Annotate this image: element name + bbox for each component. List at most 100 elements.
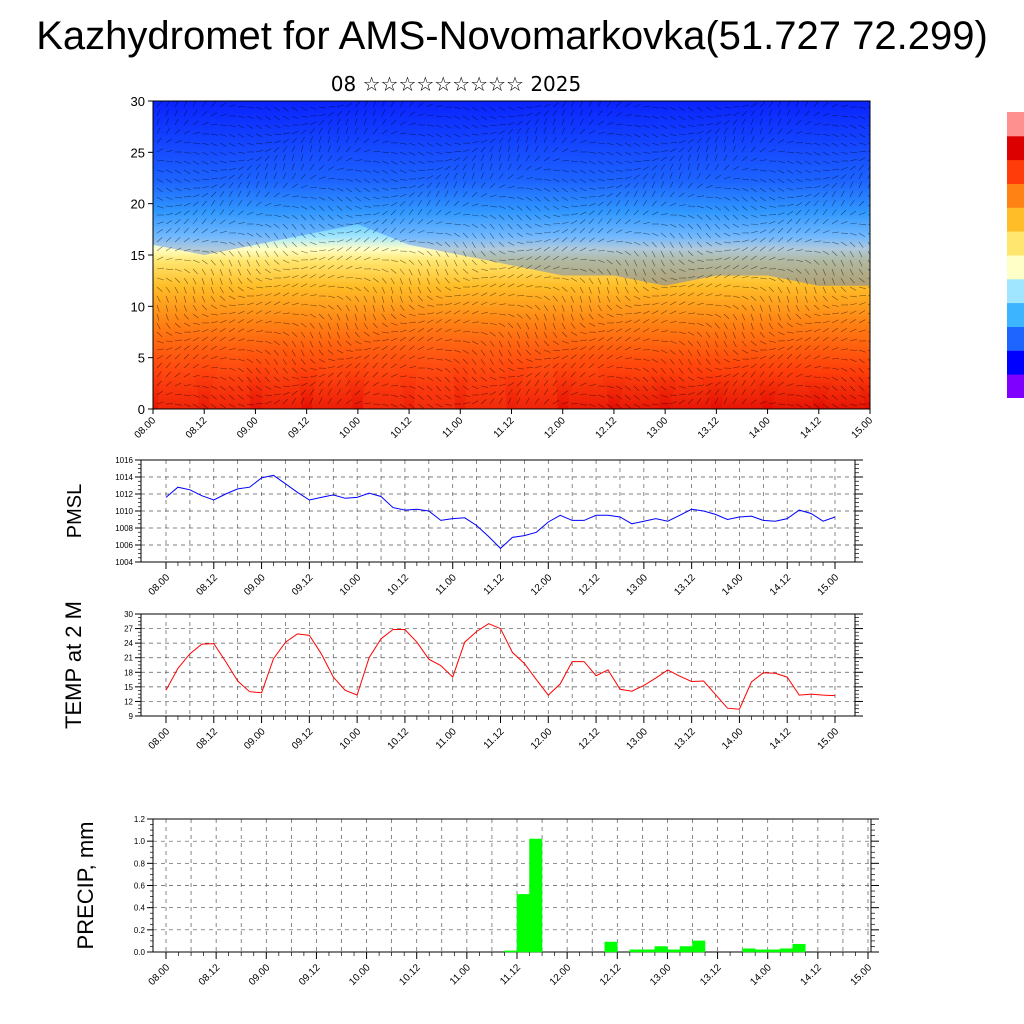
wind-barb [759,178,767,183]
wind-barb [831,142,839,147]
wind-barb [597,131,605,135]
wind-barb [228,385,235,392]
wind-barb [372,196,380,200]
wind-barb [246,241,252,248]
wind-barb [777,354,784,360]
wind-barb [282,322,290,325]
wind-barb [795,304,800,312]
wind-barb [156,380,162,387]
wind-barb [714,164,720,171]
wind-barb [354,187,361,193]
wind-barb [723,232,731,237]
wind-barb [588,169,596,174]
wind-barb [291,302,299,306]
wind-barb [264,223,272,228]
wind-barb [642,303,650,306]
wind-barb [543,223,551,226]
wind-barb [453,394,461,399]
wind-barb [651,200,657,207]
wind-barb [192,330,200,333]
wind-barb [597,160,605,165]
wind-barb [534,223,542,228]
wind-barb [588,109,593,117]
wind-barb [291,358,297,365]
wind-barb [669,223,677,228]
x-tick-label: 14.12 [799,962,825,988]
wind-barb [354,118,358,126]
wind-barb [687,367,693,374]
wind-barb [678,223,685,229]
wind-barb [255,201,262,207]
wind-barb [291,130,299,135]
wind-barb [399,201,406,207]
wind-barb [291,367,298,373]
wind-barb [408,240,416,243]
x-tick-label: 10.12 [386,572,412,598]
wind-barb [444,142,452,146]
wind-barb [480,340,487,346]
wind-barb [759,277,767,280]
series-line [165,623,836,710]
wind-barb [480,154,485,162]
wind-barb [768,371,774,378]
wind-barb [768,362,774,369]
wind-barb [516,322,522,329]
wind-barb [858,286,866,290]
wind-barb [840,295,848,299]
wind-barb [282,193,290,198]
x-tick-label: 08.12 [184,415,210,441]
wind-barb [525,165,532,171]
wind-barb [408,228,416,234]
wind-barb [741,364,749,369]
wind-barb [309,205,316,211]
wind-barb [732,178,741,180]
wind-barb [354,380,360,387]
wind-barb [327,248,335,252]
wind-barb [759,362,766,369]
wind-barb [687,312,695,315]
wind-barb [354,362,361,369]
wind-barb [246,286,254,290]
x-tick-label: 12.12 [594,415,620,441]
wind-barb [327,372,334,378]
wind-barb [768,228,775,234]
wind-barb [849,250,854,258]
wind-barb [210,142,218,147]
wind-barb [786,218,793,225]
wind-barb [588,130,596,135]
wind-barb [840,268,844,276]
wind-barb [651,133,659,138]
wind-barb [768,286,775,293]
wind-barb [867,277,870,280]
x-tick-label: 08.00 [147,572,173,598]
wind-barb [561,331,568,338]
wind-barb [372,295,376,303]
wind-barb [534,349,541,355]
wind-barb [282,182,288,189]
wind-barb [570,286,576,293]
wind-barb [246,310,254,315]
wind-barb [615,394,622,400]
wind-barb [426,403,434,409]
wind-barb [561,109,566,117]
wind-barb [822,268,826,276]
wind-barb [867,232,870,236]
wind-barb [777,219,784,225]
wind-barb [210,268,215,276]
wind-barb [759,222,767,225]
x-tick-label: 14.00 [720,572,746,598]
wind-barb [732,349,739,355]
wind-barb [156,277,164,281]
wind-barb [561,160,570,162]
wind-barb [561,362,568,369]
wind-barb [498,274,506,279]
wind-barb [651,165,658,171]
wind-barb [840,358,848,361]
wind-barb [579,169,587,174]
wind-barb [237,394,244,400]
wind-barb [552,214,560,218]
wind-barb [399,169,407,174]
wind-barb [705,322,712,328]
wind-barb [750,399,757,405]
wind-barb [579,339,587,342]
